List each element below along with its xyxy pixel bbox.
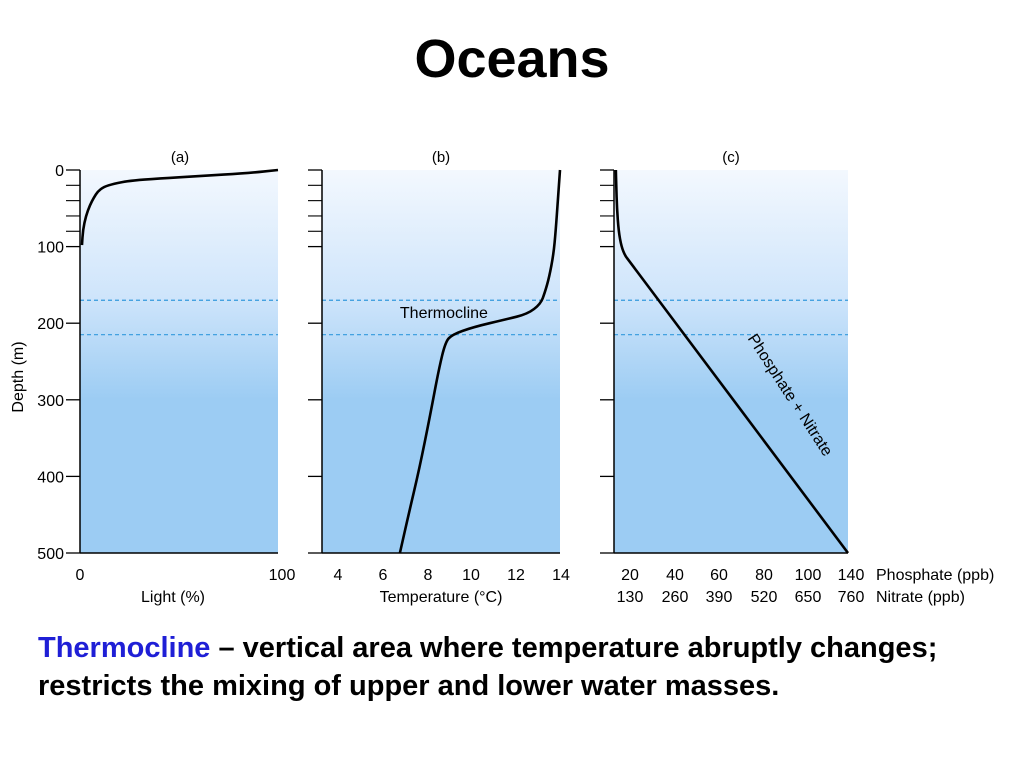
x-tick-label: 80 xyxy=(755,567,773,584)
y-tick-label: 400 xyxy=(37,469,64,486)
x-axis-label: Temperature (°C) xyxy=(380,589,503,606)
profile-line xyxy=(398,169,562,554)
x-tick-label-secondary: 130 xyxy=(617,589,644,606)
x-tick-label-secondary: 260 xyxy=(662,589,689,606)
x-tick-label: 100 xyxy=(269,567,296,584)
panel-title: (a) xyxy=(171,149,189,166)
x-axis-label: Light (%) xyxy=(141,589,205,606)
x-tick-label: 140 xyxy=(838,567,865,584)
x-tick-label-secondary: 390 xyxy=(706,589,733,606)
y-tick-label: 200 xyxy=(37,316,64,333)
y-axis-label: Depth (m) xyxy=(10,341,27,412)
thermocline-definition: Thermocline – vertical area where temper… xyxy=(38,630,998,705)
y-tick-label: 300 xyxy=(37,393,64,410)
x-tick-label: 60 xyxy=(710,567,728,584)
ocean-profiles-figure: 0 100 200 300 400 500 (a) 0 100 Light (%) (b) 4 6 8 10… xyxy=(10,149,994,606)
panel-a: 0 100 200 300 400 500 (a) 0 100 Light (%) xyxy=(37,149,295,606)
x-tick-label-secondary: 650 xyxy=(795,589,822,606)
y-tick-label: 100 xyxy=(37,240,64,257)
x-axis-label-phosphate: Phosphate (ppb) xyxy=(876,567,994,584)
x-tick-label: 4 xyxy=(334,567,343,584)
x-tick-label: 12 xyxy=(507,567,525,584)
caption-text: – vertical area where temperature abrupt… xyxy=(38,632,938,702)
water-background xyxy=(614,170,848,553)
x-tick-label: 100 xyxy=(795,567,822,584)
panel-b: (b) 4 6 8 10 12 14 Temperature (°C) Thermocline xyxy=(308,149,570,606)
y-tick-label: 0 xyxy=(55,163,64,180)
panel-title: (b) xyxy=(432,149,450,166)
caption-term: Thermocline xyxy=(38,632,211,664)
water-background xyxy=(80,170,278,553)
x-tick-label: 10 xyxy=(462,567,480,584)
thermocline-label: Thermocline xyxy=(400,305,488,322)
panel-c: (c) 20 40 60 80 100 140 130 260 390 520 650 760 Phosp… xyxy=(600,149,994,606)
panel-title: (c) xyxy=(722,149,740,166)
x-axis-label-nitrate: Nitrate (ppb) xyxy=(876,589,965,606)
x-tick-label: 20 xyxy=(621,567,639,584)
x-tick-label-secondary: 520 xyxy=(751,589,778,606)
slide-title: Oceans xyxy=(414,29,610,89)
x-tick-label: 0 xyxy=(76,567,85,584)
x-tick-label: 6 xyxy=(379,567,388,584)
x-tick-label: 8 xyxy=(424,567,433,584)
profile-line xyxy=(614,169,850,554)
x-tick-label-secondary: 760 xyxy=(838,589,865,606)
y-tick-label: 500 xyxy=(37,546,64,563)
x-tick-label: 40 xyxy=(666,567,684,584)
x-tick-label: 14 xyxy=(552,567,570,584)
profile-line xyxy=(80,168,279,246)
